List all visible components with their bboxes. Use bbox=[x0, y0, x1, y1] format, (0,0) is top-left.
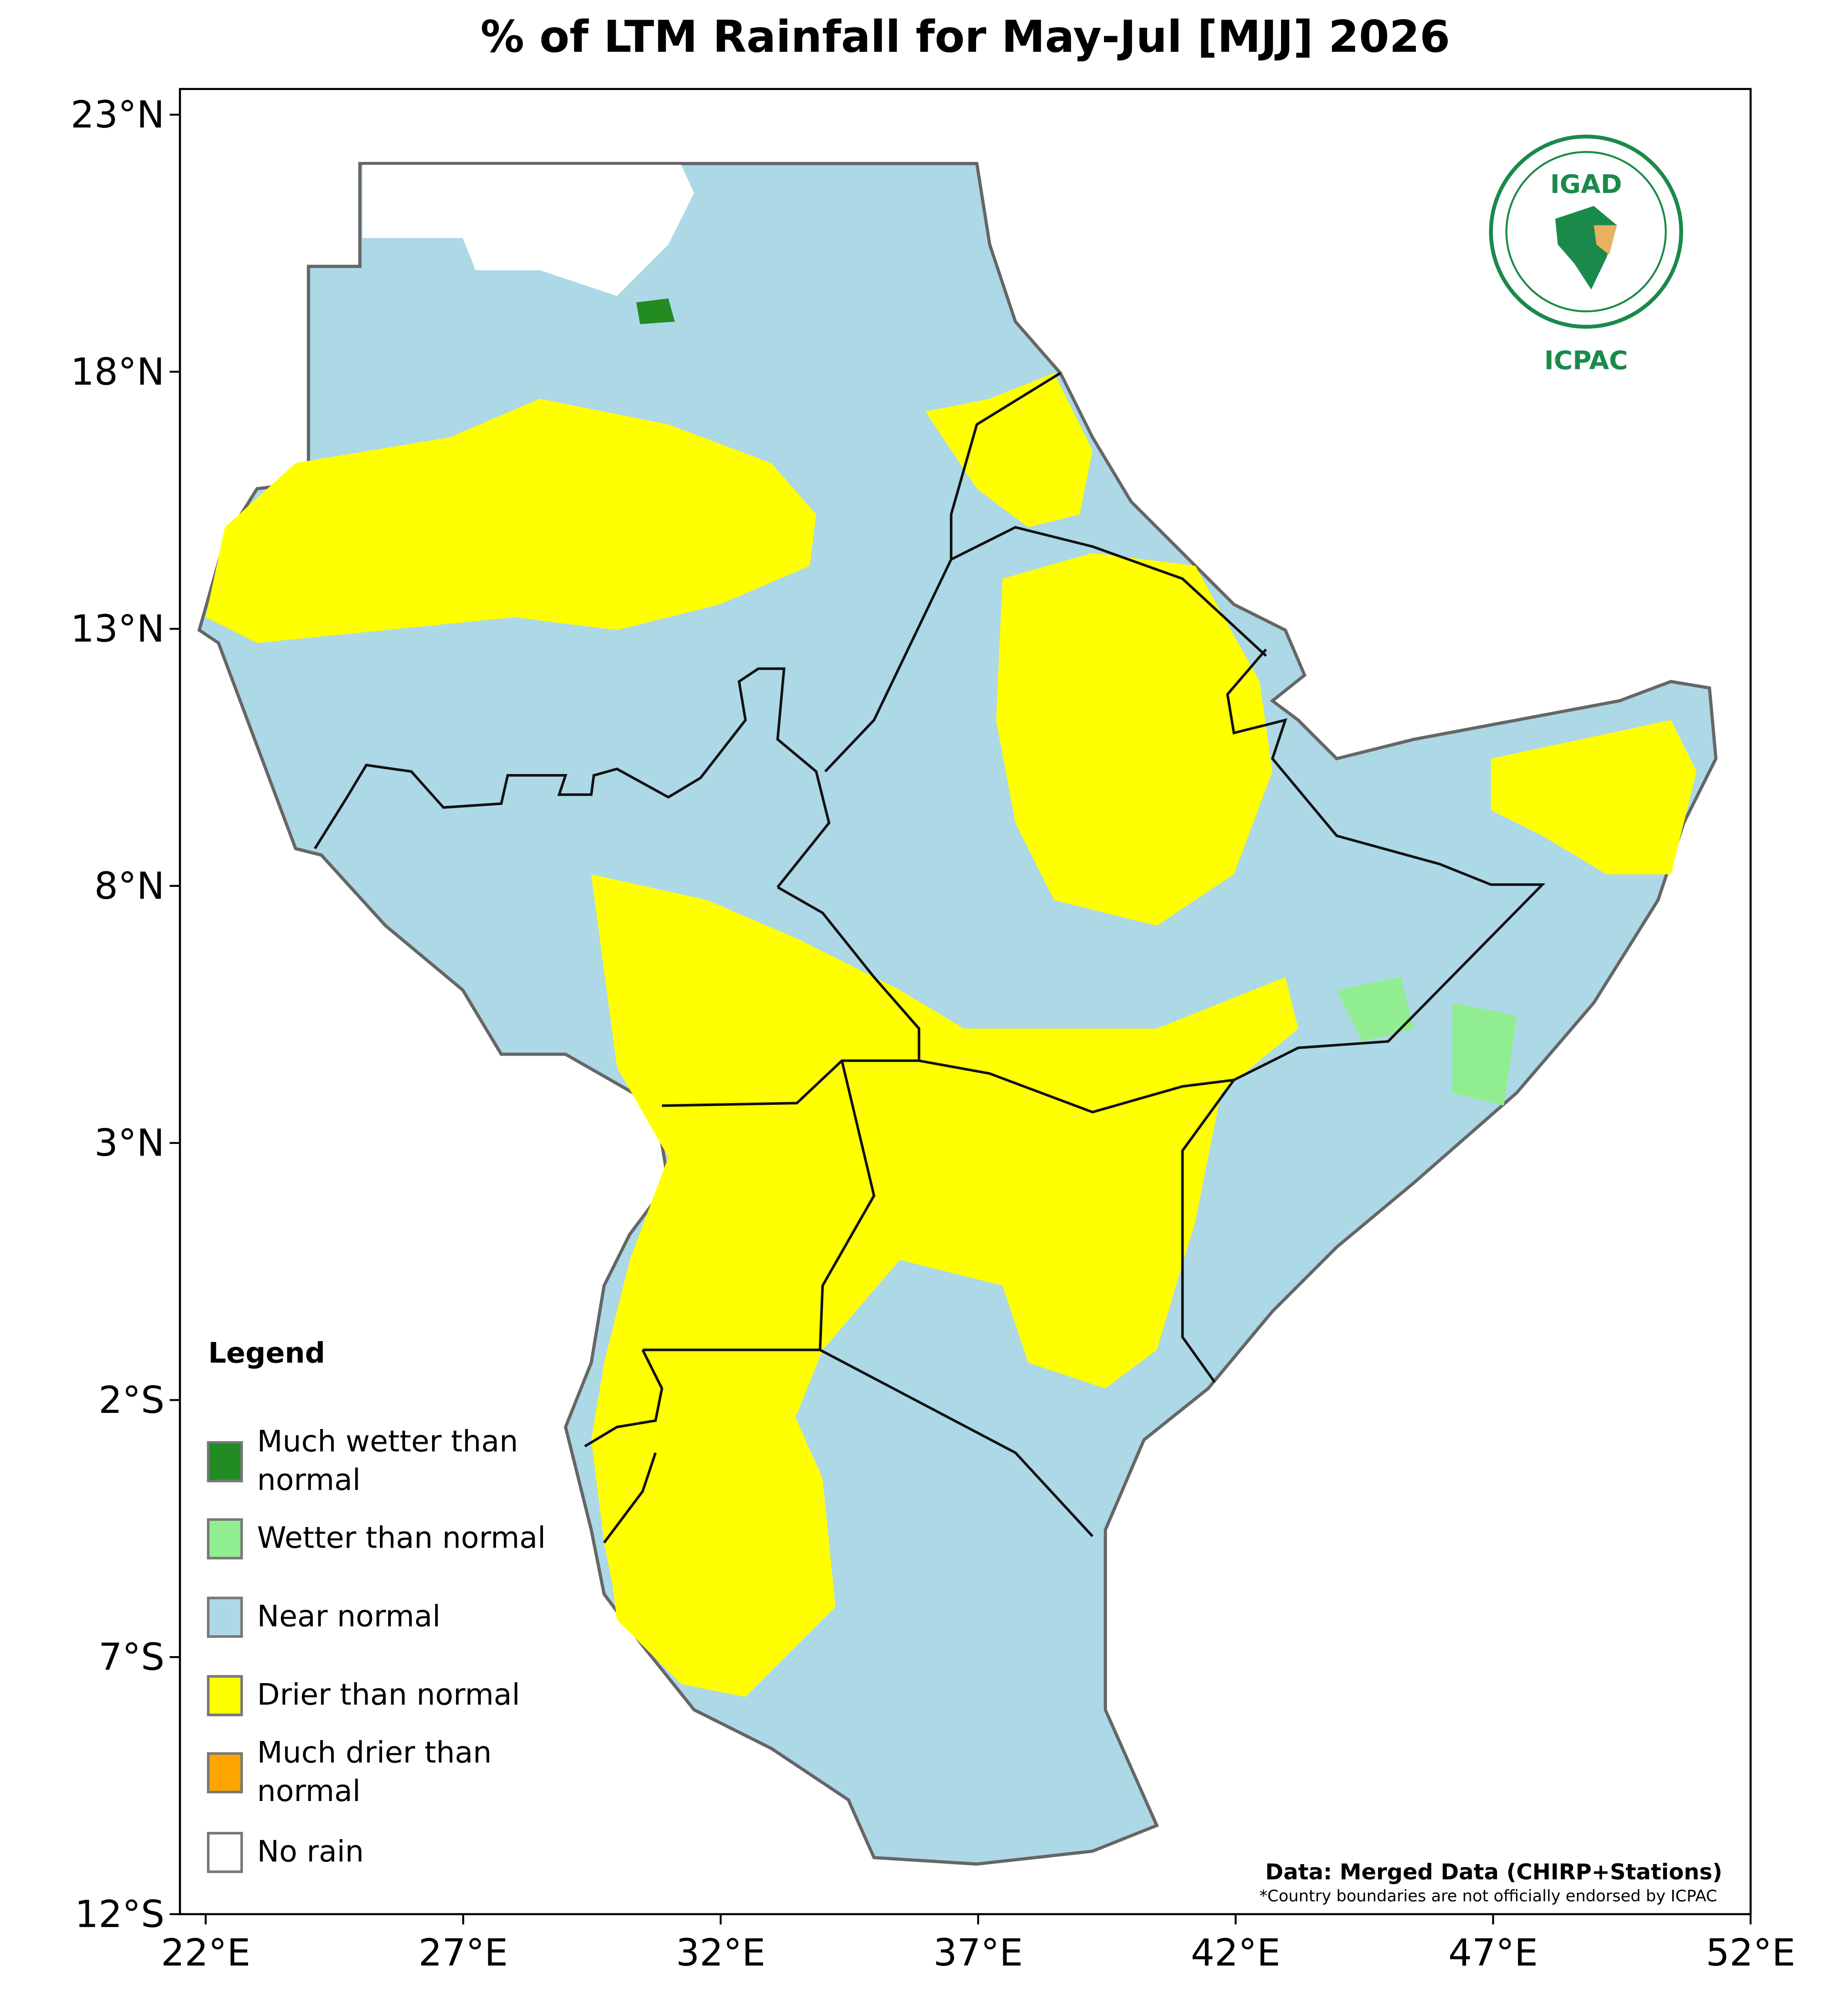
legend-swatch bbox=[207, 1441, 243, 1483]
y-tick-label: 7°S bbox=[98, 1636, 164, 1679]
border bbox=[662, 1059, 919, 1107]
y-tick-label: 12°S bbox=[75, 1893, 164, 1936]
y-tick-label: 3°N bbox=[94, 1121, 164, 1165]
border bbox=[777, 886, 920, 1061]
y-tick-label: 13°N bbox=[70, 607, 164, 651]
axes-frame bbox=[179, 88, 1752, 1915]
border bbox=[642, 1348, 1093, 1537]
legend-label: Drier than normal bbox=[257, 1677, 520, 1712]
x-tick-label: 32°E bbox=[676, 1931, 765, 1975]
legend-swatch bbox=[207, 1597, 243, 1638]
border bbox=[1181, 1079, 1235, 1383]
region-drier bbox=[1491, 720, 1697, 875]
y-tick-label: 8°N bbox=[94, 864, 164, 908]
border bbox=[818, 1060, 875, 1350]
legend-label: Near normal bbox=[257, 1599, 441, 1634]
x-tick-label: 22°E bbox=[161, 1931, 251, 1975]
legend-title: Legend bbox=[208, 1337, 325, 1370]
border bbox=[919, 648, 1546, 1114]
border bbox=[824, 372, 1061, 773]
legend-swatch bbox=[207, 1752, 243, 1794]
region-wetter bbox=[1337, 977, 1414, 1042]
y-tick-label: 23°N bbox=[70, 93, 164, 137]
border bbox=[950, 526, 1267, 657]
legend-swatch bbox=[207, 1675, 243, 1717]
border bbox=[584, 1349, 664, 1448]
legend-label: No rain bbox=[257, 1835, 364, 1869]
x-tick-label: 47°E bbox=[1448, 1931, 1538, 1975]
x-tick-label: 37°E bbox=[933, 1931, 1023, 1975]
title: % of LTM Rainfall for May-Jul [MJJ] 2026 bbox=[480, 11, 1450, 62]
border bbox=[314, 667, 831, 888]
logo-text: ICPAC bbox=[1544, 345, 1628, 375]
map-area bbox=[197, 162, 1718, 1866]
region-drier bbox=[925, 373, 1093, 527]
legend-label: Much wetter than normal bbox=[257, 1425, 518, 1498]
logo-igad-region bbox=[1593, 225, 1617, 255]
disclaimer: *Country boundaries are not officially e… bbox=[1259, 1886, 1717, 1905]
region-drier bbox=[996, 553, 1273, 926]
x-tick-label: 27°E bbox=[418, 1931, 508, 1975]
region-wetter bbox=[1452, 1003, 1517, 1106]
x-tick-label: 42°E bbox=[1191, 1931, 1281, 1975]
legend-swatch bbox=[207, 1518, 243, 1560]
legend: Legend Much wetter than normal Wetter than… bbox=[207, 1337, 546, 1873]
region-no-rain bbox=[362, 164, 694, 296]
x-tick-label: 52°E bbox=[1706, 1931, 1795, 1975]
logo: IGAD ICPAC bbox=[1489, 134, 1684, 375]
logo-text: IGAD bbox=[1550, 169, 1622, 199]
region-drier bbox=[604, 1362, 835, 1697]
region-drier bbox=[205, 399, 816, 643]
border bbox=[603, 1452, 657, 1544]
legend-label: Wetter than normal bbox=[257, 1521, 546, 1555]
y-tick-label: 2°S bbox=[98, 1379, 164, 1422]
legend-swatch bbox=[207, 1832, 243, 1873]
legend-label: Much drier than normal bbox=[257, 1735, 492, 1808]
source: Data: Merged Data (CHIRP+Stations) bbox=[1265, 1859, 1722, 1885]
borders bbox=[314, 372, 1546, 1544]
region-much-wetter bbox=[636, 298, 675, 325]
y-tick-label: 18°N bbox=[70, 350, 164, 394]
logo-ring bbox=[1505, 151, 1667, 312]
